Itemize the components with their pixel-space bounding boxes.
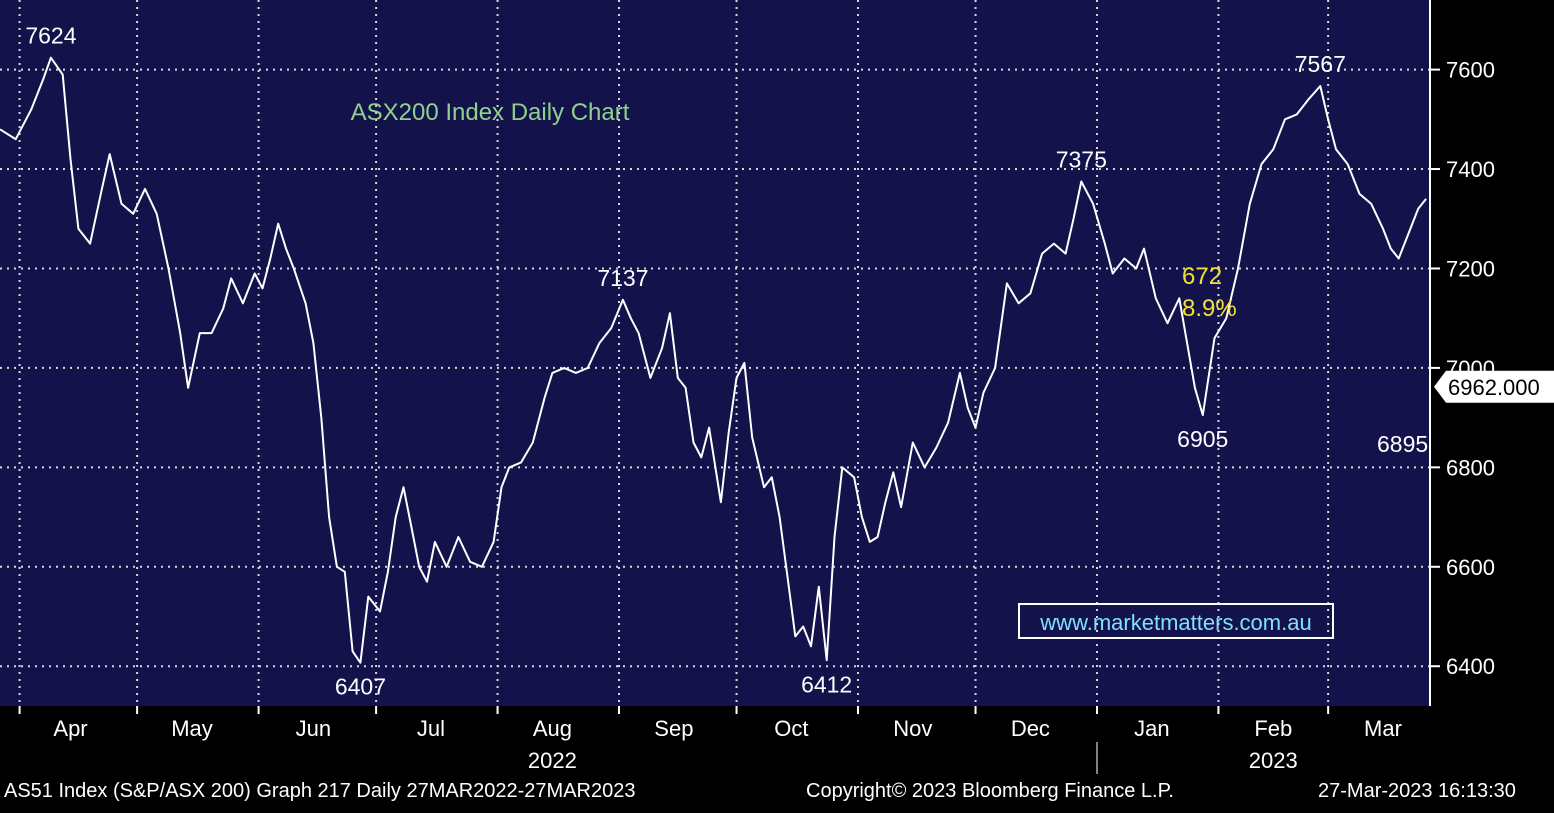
last-price-label: 6962.000 — [1448, 375, 1540, 400]
chart-title: ASX200 Index Daily Chart — [351, 99, 630, 126]
y-tick-label: 7200 — [1446, 256, 1495, 281]
price-line — [0, 56, 1427, 664]
x-tick-label: Oct — [774, 716, 808, 741]
y-tick-label: 6400 — [1446, 654, 1495, 679]
footer-ticker: AS51 Index (S&P/ASX 200) Graph 217 Daily… — [4, 780, 636, 802]
x-tick-label: Jun — [296, 716, 331, 741]
x-tick-label: Apr — [53, 716, 87, 741]
x-tick-label: Jul — [417, 716, 445, 741]
footer-copyright: Copyright© 2023 Bloomberg Finance L.P. — [806, 780, 1174, 802]
x-year-label: 2022 — [528, 748, 577, 773]
footer-bar: AS51 Index (S&P/ASX 200) Graph 217 Daily… — [0, 776, 1554, 808]
y-tick-label: 7600 — [1446, 58, 1495, 83]
x-tick-label: May — [171, 716, 213, 741]
swing-label: 6895 — [1377, 431, 1428, 457]
x-tick-label: Nov — [893, 716, 932, 741]
swing-label: 7375 — [1056, 146, 1107, 172]
x-tick-label: Mar — [1364, 716, 1402, 741]
x-tick-label: Sep — [654, 716, 693, 741]
y-tick-label: 6600 — [1446, 555, 1495, 580]
swing-label: 7137 — [597, 265, 648, 291]
x-tick-label: Jan — [1134, 716, 1169, 741]
swing-label: 6407 — [335, 674, 386, 700]
move-percent-label: 8.9% — [1182, 295, 1237, 322]
swing-label: 7624 — [25, 23, 76, 49]
footer-timestamp: 27-Mar-2023 16:13:30 — [1318, 780, 1516, 802]
x-tick-label: Dec — [1011, 716, 1050, 741]
watermark-box — [1018, 603, 1334, 639]
x-tick-label: Aug — [533, 716, 572, 741]
swing-label: 6905 — [1177, 426, 1228, 452]
y-tick-label: 7400 — [1446, 157, 1495, 182]
swing-label: 6412 — [801, 671, 852, 697]
watermark-text: www.marketmatters.com.au — [1039, 610, 1311, 635]
move-points-label: 672 — [1182, 263, 1222, 290]
last-price-marker — [1434, 370, 1554, 403]
x-year-label: 2023 — [1249, 748, 1298, 773]
x-tick-label: Feb — [1254, 716, 1292, 741]
swing-label: 7567 — [1295, 51, 1346, 77]
plot-background — [0, 0, 1430, 706]
y-tick-label: 6800 — [1446, 455, 1495, 480]
